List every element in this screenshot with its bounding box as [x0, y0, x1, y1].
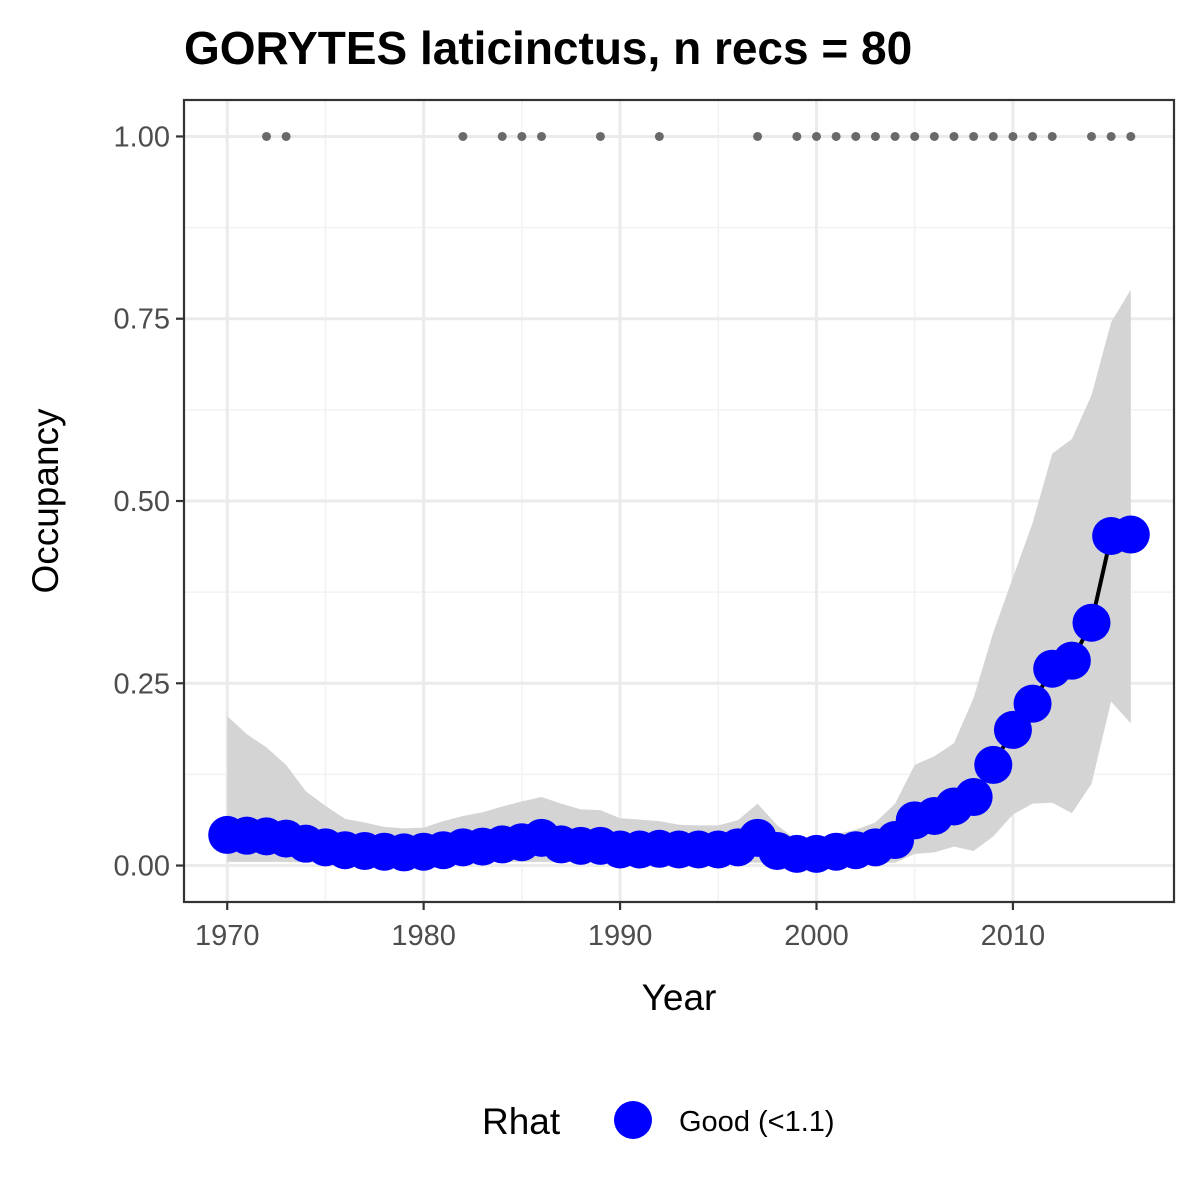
record-point: [870, 131, 880, 141]
record-point: [969, 131, 979, 141]
record-point: [262, 131, 271, 141]
x-tick-label: 2010: [981, 920, 1046, 952]
occupancy-point: [974, 745, 1013, 784]
record-point: [1008, 131, 1018, 141]
record-point: [281, 131, 291, 141]
record-point: [458, 131, 468, 141]
record-point: [890, 131, 900, 141]
record-point: [831, 131, 841, 141]
record-point: [753, 131, 763, 141]
x-tick-label: 1980: [391, 920, 456, 952]
plot-panel: 0.00 0.25 0.50 0.75 1.00 1970 1980 1990 2000 2010: [114, 98, 1176, 952]
confidence-ribbon: [227, 289, 1131, 865]
y-tick-label: 0.50: [114, 486, 170, 518]
x-tick-label: 1990: [588, 920, 653, 952]
occupancy-point: [1013, 684, 1052, 723]
legend-label: Good (<1.1): [679, 1106, 835, 1138]
record-point: [517, 131, 527, 141]
y-tick-label: 0.75: [114, 304, 170, 336]
legend: Rhat Good (<1.1): [482, 1101, 835, 1142]
record-point: [497, 131, 507, 141]
chart-title: GORYTES laticinctus, n recs = 80: [184, 22, 912, 74]
record-point: [812, 131, 821, 141]
record-point: [792, 131, 802, 141]
occupancy-point: [1052, 641, 1091, 680]
record-point: [1087, 131, 1096, 141]
record-point: [851, 131, 861, 141]
x-tick-label: 1970: [195, 920, 260, 952]
record-point: [929, 131, 939, 141]
occupancy-point: [1072, 603, 1111, 642]
legend-key-point: [614, 1101, 652, 1139]
occupancy-point: [1111, 515, 1150, 554]
record-point: [1028, 131, 1038, 141]
record-point: [910, 131, 920, 141]
legend-title: Rhat: [482, 1101, 561, 1142]
record-point: [988, 131, 998, 141]
x-axis-title: Year: [642, 977, 717, 1018]
occupancy-point: [993, 710, 1032, 749]
y-axis-title: Occupancy: [25, 408, 66, 594]
y-tick-label: 1.00: [114, 121, 170, 153]
record-point: [537, 131, 546, 141]
record-point: [595, 131, 605, 141]
record-point: [1047, 131, 1057, 141]
record-point: [1126, 131, 1136, 141]
record-point: [654, 131, 664, 141]
record-point: [1106, 131, 1116, 141]
y-tick-label: 0.25: [114, 668, 170, 700]
y-tick-label: 0.00: [114, 851, 170, 883]
occupancy-point: [954, 778, 993, 817]
record-point: [949, 131, 959, 141]
x-tick-label: 2000: [784, 920, 849, 952]
